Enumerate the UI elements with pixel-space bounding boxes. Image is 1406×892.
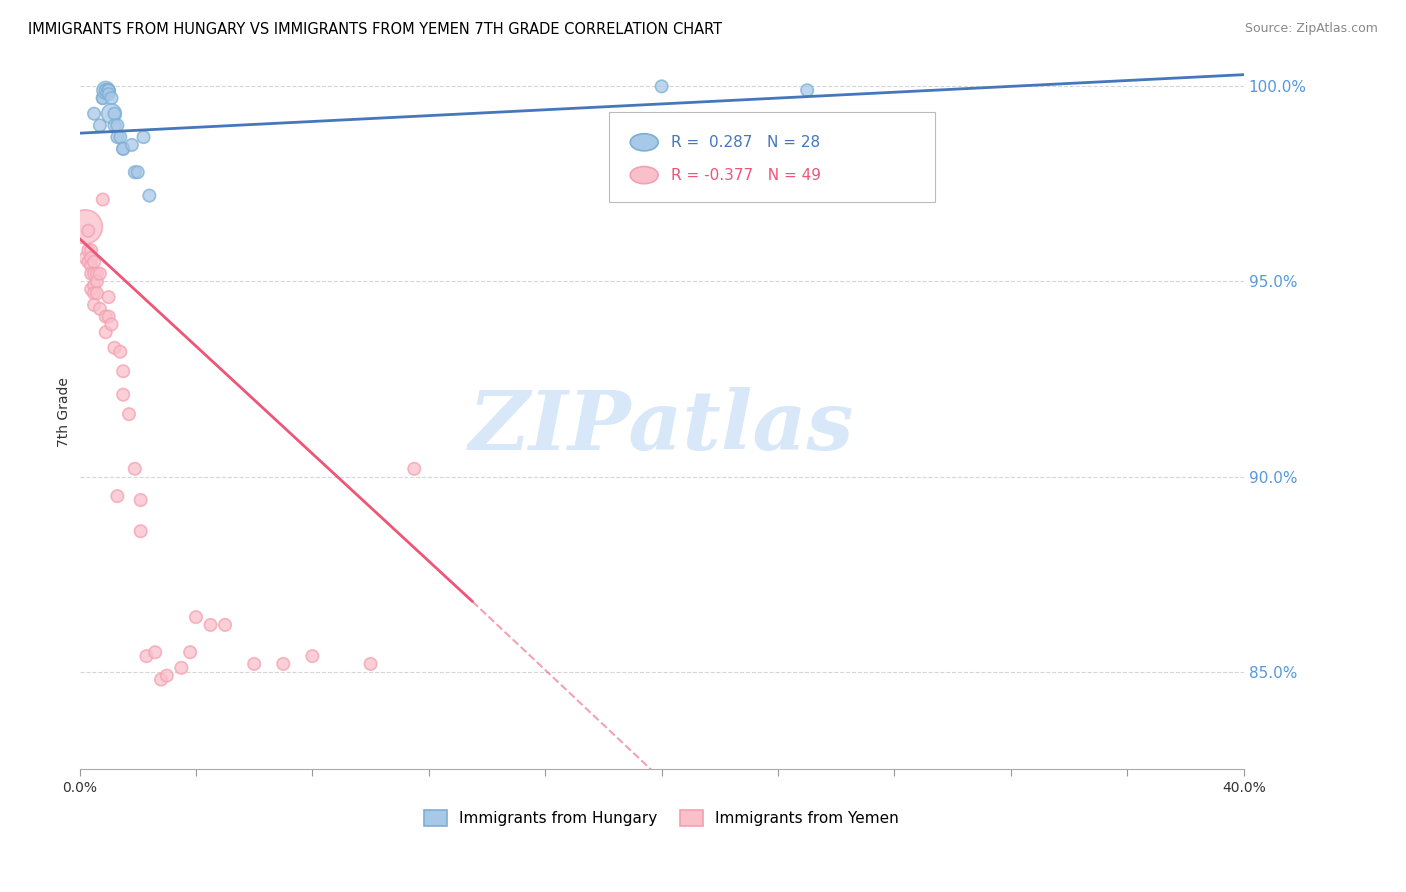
Point bbox=[97, 83, 120, 97]
Point bbox=[86, 286, 108, 301]
Point bbox=[75, 219, 97, 234]
Text: ZIPatlas: ZIPatlas bbox=[468, 386, 855, 467]
Point bbox=[89, 119, 111, 133]
Point bbox=[94, 310, 117, 324]
Point bbox=[124, 462, 146, 476]
Point bbox=[796, 83, 818, 97]
Point bbox=[129, 493, 152, 508]
Point bbox=[100, 318, 122, 332]
Text: R = -0.377   N = 49: R = -0.377 N = 49 bbox=[671, 168, 821, 183]
Point bbox=[83, 286, 105, 301]
Point bbox=[170, 661, 193, 675]
Point bbox=[360, 657, 382, 671]
Point bbox=[89, 267, 111, 281]
Point bbox=[121, 137, 143, 152]
Point bbox=[135, 649, 157, 664]
Point bbox=[86, 275, 108, 289]
Point bbox=[243, 657, 266, 671]
Point bbox=[112, 364, 135, 378]
Point bbox=[97, 83, 120, 97]
Text: R =  0.287   N = 28: R = 0.287 N = 28 bbox=[671, 135, 820, 150]
Circle shape bbox=[630, 167, 658, 184]
Point bbox=[105, 489, 128, 503]
Point bbox=[77, 224, 100, 238]
Point bbox=[80, 267, 103, 281]
Point bbox=[214, 618, 236, 632]
Point bbox=[83, 106, 105, 120]
Point bbox=[110, 344, 132, 359]
Circle shape bbox=[630, 134, 658, 151]
Point bbox=[301, 649, 323, 664]
Point bbox=[94, 83, 117, 97]
Point bbox=[100, 91, 122, 105]
Point bbox=[124, 165, 146, 179]
Point bbox=[83, 267, 105, 281]
Point bbox=[138, 188, 160, 202]
Text: Source: ZipAtlas.com: Source: ZipAtlas.com bbox=[1244, 22, 1378, 36]
Y-axis label: 7th Grade: 7th Grade bbox=[58, 377, 72, 447]
Point bbox=[89, 301, 111, 316]
Point bbox=[97, 83, 120, 97]
Point bbox=[156, 668, 179, 682]
Point bbox=[86, 267, 108, 281]
Point bbox=[105, 119, 128, 133]
Point bbox=[110, 130, 132, 145]
Point bbox=[94, 83, 117, 97]
Point bbox=[179, 645, 201, 659]
Point bbox=[97, 83, 120, 97]
Point bbox=[271, 657, 294, 671]
Point bbox=[184, 610, 207, 624]
Point bbox=[200, 618, 222, 632]
Point bbox=[651, 79, 673, 94]
Point bbox=[132, 130, 155, 145]
Point bbox=[94, 83, 117, 97]
Point bbox=[103, 106, 125, 120]
Point bbox=[94, 325, 117, 339]
Point bbox=[103, 119, 125, 133]
Point bbox=[83, 298, 105, 312]
FancyBboxPatch shape bbox=[609, 112, 935, 202]
Point bbox=[91, 91, 114, 105]
Point bbox=[112, 387, 135, 401]
Point bbox=[112, 142, 135, 156]
Text: IMMIGRANTS FROM HUNGARY VS IMMIGRANTS FROM YEMEN 7TH GRADE CORRELATION CHART: IMMIGRANTS FROM HUNGARY VS IMMIGRANTS FR… bbox=[28, 22, 723, 37]
Point bbox=[91, 91, 114, 105]
Point bbox=[118, 407, 141, 421]
Point bbox=[97, 310, 120, 324]
Point bbox=[75, 251, 97, 265]
Point bbox=[97, 290, 120, 304]
Point bbox=[77, 244, 100, 258]
Point bbox=[97, 87, 120, 102]
Point bbox=[83, 255, 105, 269]
Point bbox=[80, 251, 103, 265]
Point bbox=[150, 673, 173, 687]
Point bbox=[77, 255, 100, 269]
Point bbox=[103, 341, 125, 355]
Point bbox=[143, 645, 166, 659]
Point bbox=[100, 106, 122, 120]
Point bbox=[127, 165, 149, 179]
Point bbox=[129, 524, 152, 539]
Point bbox=[404, 462, 426, 476]
Point bbox=[83, 278, 105, 293]
Point bbox=[80, 282, 103, 296]
Point bbox=[80, 244, 103, 258]
Point bbox=[91, 193, 114, 207]
Legend: Immigrants from Hungary, Immigrants from Yemen: Immigrants from Hungary, Immigrants from… bbox=[425, 810, 900, 826]
Point bbox=[112, 142, 135, 156]
Point bbox=[105, 130, 128, 145]
Point bbox=[80, 259, 103, 273]
